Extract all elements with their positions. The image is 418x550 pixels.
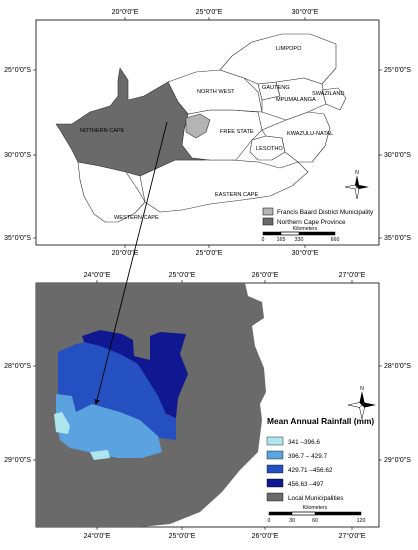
svg-text:25°0'0"E: 25°0'0"E <box>196 249 223 257</box>
legend-swatch-429-71-456-62 <box>266 464 284 474</box>
svg-text:120: 120 <box>357 518 366 524</box>
svg-text:25°0'0"E: 25°0'0"E <box>196 8 223 16</box>
svg-text:27°0'0"E: 27°0'0"E <box>339 271 366 279</box>
svg-text:30°0'0"S: 30°0'0"S <box>384 151 411 159</box>
svg-text:27°0'0"E: 27°0'0"E <box>339 532 366 540</box>
svg-text:0: 0 <box>262 237 265 243</box>
svg-text:35°0'0"S: 35°0'0"S <box>384 234 411 242</box>
swaziland-region <box>321 87 347 111</box>
limpopo-region <box>219 33 337 85</box>
svg-text:30°0'0"E: 30°0'0"E <box>292 249 319 257</box>
top-graticule-ticks <box>33 17 382 248</box>
province-label-western-cape: WESTERN CAPE <box>114 215 159 221</box>
rainfall-class-456-63-497 <box>82 330 188 418</box>
svg-text:N: N <box>360 386 364 392</box>
north-arrow-icon-bottom: N <box>347 386 376 420</box>
svg-text:25°0'0"E: 25°0'0"E <box>169 532 196 540</box>
svg-text:30°0'0"S: 30°0'0"S <box>4 151 31 159</box>
province-label-kwazulu-natal: KWAZULU-NATAL <box>287 131 333 137</box>
rainfall-class-341-396-6-b <box>90 450 110 460</box>
top-legend: Francis Baard District Municipality Nort… <box>262 207 374 226</box>
locator-arrow <box>94 121 168 405</box>
svg-text:29°0'0"S: 29°0'0"S <box>384 456 411 464</box>
top-map: LIMPOPO NORTH WEST GAUTENG MPUMALANGA SW… <box>4 8 411 257</box>
top-scale-unit: Kilometers <box>293 226 318 232</box>
francis-baard-region <box>185 113 211 139</box>
legend-swatch-341-396-6 <box>266 436 284 446</box>
legend-label-francis-baard: Francis Baard District Municipality <box>277 209 374 216</box>
rainfall-legend: Mean Annual Rainfall (mm) 341 –396.6 396… <box>266 416 374 502</box>
bottom-coordinate-labels: 24°0'0"E 25°0'0"E 26°0'0"E 27°0'0"E 24°0… <box>4 271 411 540</box>
legend-label-396-7-429-7: 396.7 – 429.7 <box>288 453 328 460</box>
legend-label-429-71-456-62: 429.71 –456.62 <box>288 467 333 474</box>
legend-label-341-396-6: 341 –396.6 <box>288 439 320 446</box>
province-label-limpopo: LIMPOPO <box>276 46 302 52</box>
svg-text:30°0'0"E: 30°0'0"E <box>292 8 319 16</box>
rainfall-legend-title: Mean Annual Rainfall (mm) <box>267 416 374 426</box>
bottom-scale-bar: Kilometers 0 30 60 120 <box>268 505 366 524</box>
legend-swatch-francis-baard <box>262 207 274 216</box>
rainfall-class-429-71-456-62 <box>58 340 176 440</box>
bottom-graticule-ticks <box>33 280 382 530</box>
svg-text:N: N <box>355 170 359 176</box>
top-scale-bar: Kilometers 0 165 330 660 <box>262 226 340 243</box>
rainfall-class-396-7-429-7 <box>56 394 162 458</box>
svg-text:26°0'0"E: 26°0'0"E <box>252 532 279 540</box>
svg-text:330: 330 <box>295 237 304 243</box>
province-label-free-state: FREE STATE <box>220 129 254 135</box>
legend-swatch-396-7-429-7 <box>266 450 284 460</box>
province-labels: LIMPOPO NORTH WEST GAUTENG MPUMALANGA SW… <box>80 46 344 221</box>
svg-text:20°0'0"E: 20°0'0"E <box>112 8 139 16</box>
northern-cape-region <box>55 67 206 177</box>
province-label-swaziland: SWAZILAND <box>312 91 344 97</box>
svg-text:35°0'0"S: 35°0'0"S <box>4 234 31 242</box>
province-label-eastern-cape: EASTERN CAPE <box>215 192 258 198</box>
svg-text:660: 660 <box>331 237 340 243</box>
svg-text:28°0'0"S: 28°0'0"S <box>384 362 411 370</box>
province-label-gauteng: GAUTENG <box>262 85 290 91</box>
rainfall-classes <box>54 330 188 460</box>
svg-text:20°0'0"E: 20°0'0"E <box>112 249 139 257</box>
bottom-scale-unit: Kilometers <box>303 505 328 511</box>
svg-text:28°0'0"S: 28°0'0"S <box>4 362 31 370</box>
rainfall-class-341-396-6 <box>54 412 70 434</box>
svg-text:26°0'0"E: 26°0'0"E <box>252 271 279 279</box>
legend-label-northern-cape: Northern Cape Province <box>277 219 346 226</box>
svg-text:30: 30 <box>289 518 295 524</box>
province-label-north-west: NORTH WEST <box>197 89 235 95</box>
legend-swatch-local-municipalities <box>266 492 284 502</box>
bottom-map: N Mean Annual Rainfall (mm) 341 –396.6 3… <box>4 271 411 540</box>
svg-text:60: 60 <box>312 518 318 524</box>
top-provinces <box>55 33 347 223</box>
svg-text:29°0'0"S: 29°0'0"S <box>4 456 31 464</box>
svg-text:24°0'0"E: 24°0'0"E <box>84 271 111 279</box>
svg-text:25°0'0"E: 25°0'0"E <box>169 271 196 279</box>
top-coordinate-labels: 20°0'0"E 25°0'0"E 30°0'0"E 20°0'0"E 25°0… <box>4 8 411 257</box>
legend-swatch-456-63-497 <box>266 478 284 488</box>
svg-text:25°0'0"S: 25°0'0"S <box>4 66 31 74</box>
svg-text:25°0'0"S: 25°0'0"S <box>384 66 411 74</box>
svg-text:165: 165 <box>277 237 286 243</box>
legend-label-local-municipalities: Local Municipalities <box>288 495 343 502</box>
svg-text:0: 0 <box>268 518 271 524</box>
legend-swatch-northern-cape <box>262 217 274 226</box>
province-label-mpumalanga: MPUMALANGA <box>276 97 316 103</box>
province-label-northern-cape: NOTHERN CAPE <box>80 128 125 134</box>
svg-text:24°0'0"E: 24°0'0"E <box>84 532 111 540</box>
legend-label-456-63-497: 456.63 –497 <box>288 481 324 488</box>
province-label-lesotho: LESOTHO <box>256 146 283 152</box>
north-arrow-icon: N <box>344 170 369 200</box>
